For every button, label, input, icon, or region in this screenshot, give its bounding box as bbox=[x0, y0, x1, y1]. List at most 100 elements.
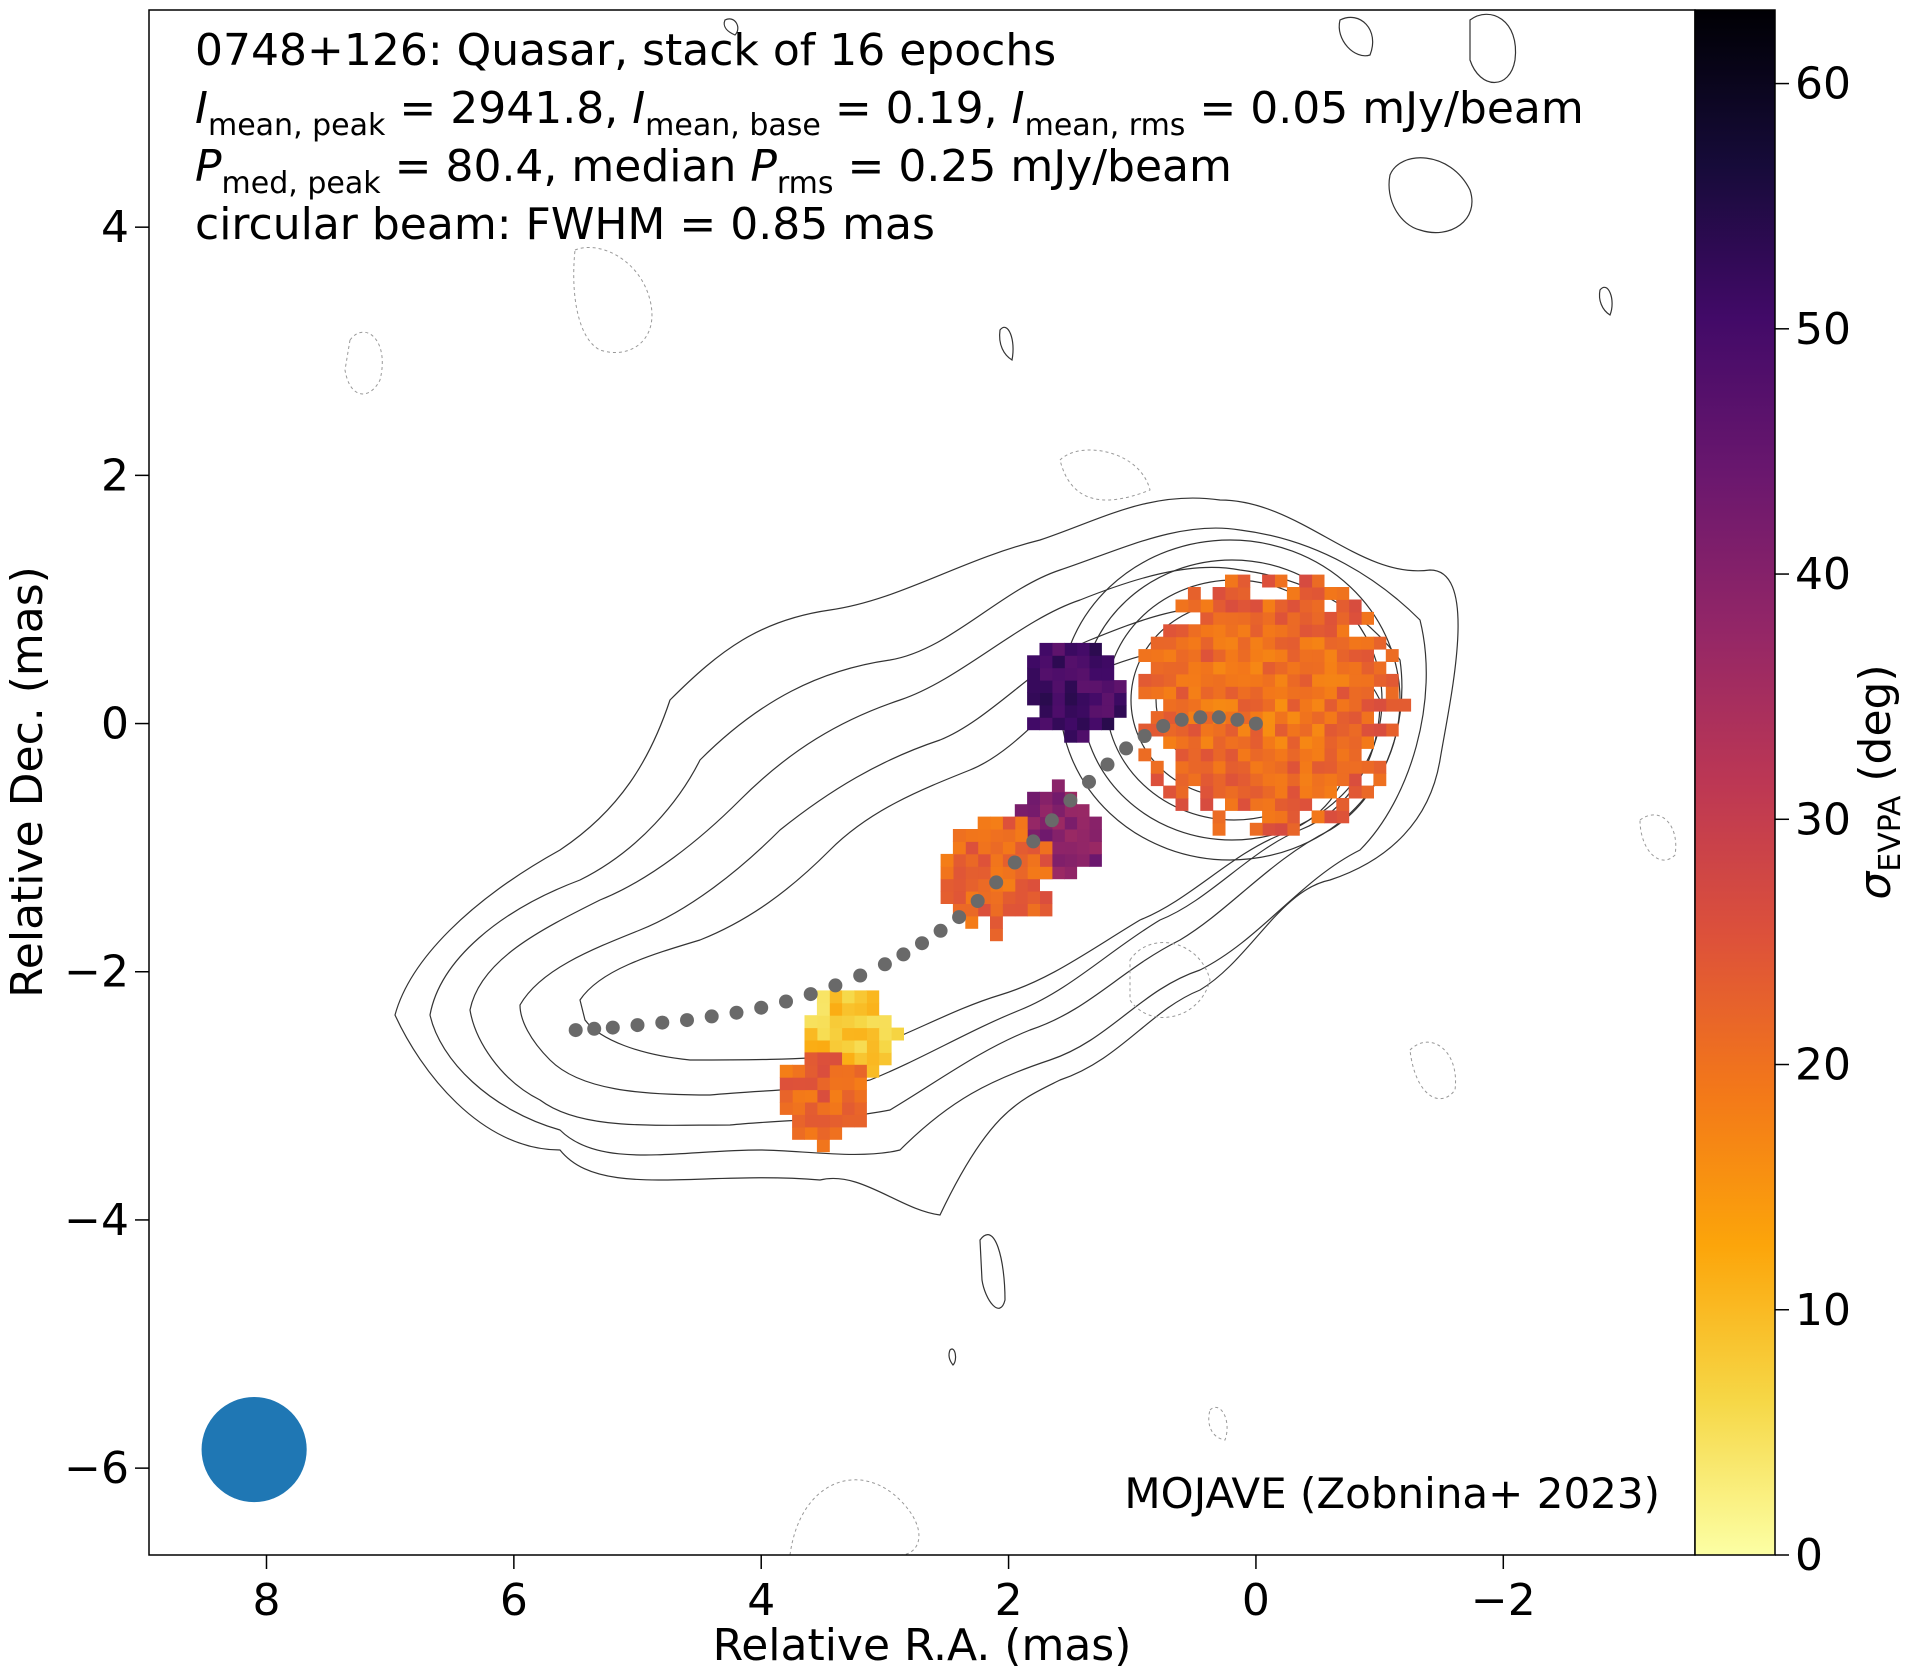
evpa-pixel bbox=[1262, 636, 1275, 650]
evpa-pixel bbox=[1187, 698, 1201, 712]
ridgeline-point bbox=[1248, 716, 1263, 731]
evpa-pixel bbox=[779, 1077, 793, 1091]
evpa-pixel bbox=[1286, 673, 1300, 687]
evpa-pixel bbox=[1039, 891, 1053, 904]
evpa-pixel bbox=[1286, 760, 1300, 774]
evpa-pixel bbox=[878, 1027, 892, 1041]
evpa-pixel bbox=[1286, 748, 1300, 762]
evpa-pixel bbox=[1225, 673, 1238, 687]
evpa-pixel bbox=[1027, 680, 1040, 693]
evpa-pixel bbox=[1113, 692, 1127, 706]
evpa-pixel bbox=[1361, 611, 1374, 625]
pixel-cluster-inner-jet-north bbox=[1027, 642, 1127, 743]
evpa-pixel bbox=[1286, 636, 1300, 650]
evpa-pixel bbox=[1064, 667, 1078, 681]
ridgeline-point bbox=[853, 968, 868, 983]
evpa-pixel bbox=[1089, 717, 1102, 731]
jet-ridgeline bbox=[568, 710, 1263, 1038]
evpa-pixel bbox=[1299, 711, 1313, 724]
evpa-pixel bbox=[1311, 574, 1325, 588]
evpa-pixel bbox=[1175, 748, 1189, 762]
evpa-pixel bbox=[1286, 798, 1300, 811]
evpa-pixel bbox=[1348, 649, 1362, 662]
evpa-pixel bbox=[1089, 655, 1102, 669]
evpa-pixel bbox=[841, 1052, 855, 1066]
evpa-pixel bbox=[1051, 841, 1065, 855]
evpa-pixel bbox=[1237, 661, 1251, 675]
evpa-pixel bbox=[1225, 624, 1238, 638]
evpa-pixel bbox=[1249, 698, 1263, 712]
evpa-pixel bbox=[804, 1077, 818, 1091]
evpa-pixel bbox=[1361, 698, 1374, 712]
evpa-pixel bbox=[1385, 686, 1399, 700]
evpa-pixel bbox=[1200, 760, 1214, 774]
evpa-pixel bbox=[1051, 853, 1065, 867]
evpa-pixel bbox=[1249, 624, 1263, 638]
evpa-pixel bbox=[866, 1015, 880, 1029]
evpa-pixel bbox=[1187, 649, 1201, 662]
evpa-pixel bbox=[1336, 736, 1350, 749]
evpa-pixel bbox=[1089, 841, 1102, 855]
evpa-pixel bbox=[854, 1102, 867, 1115]
evpa-pixel bbox=[1064, 816, 1078, 830]
evpa-pixel bbox=[816, 1015, 830, 1029]
evpa-pixel bbox=[1200, 736, 1214, 749]
evpa-pixel bbox=[940, 866, 954, 880]
evpa-pixel bbox=[1076, 692, 1090, 706]
evpa-pixel bbox=[1225, 736, 1238, 749]
evpa-pixel bbox=[1027, 791, 1040, 805]
evpa-pixel bbox=[1286, 711, 1300, 724]
evpa-pixel bbox=[1014, 903, 1028, 917]
evpa-pixel bbox=[841, 990, 855, 1004]
ridgeline-point bbox=[970, 894, 985, 908]
evpa-pixel bbox=[1262, 810, 1275, 824]
evpa-pixel bbox=[841, 1015, 855, 1029]
evpa-pixel bbox=[1014, 878, 1028, 892]
evpa-pixel bbox=[1336, 624, 1350, 638]
evpa-pixel bbox=[1311, 760, 1325, 774]
evpa-pixel bbox=[1089, 853, 1102, 867]
y-tick-label: 4 bbox=[101, 202, 129, 253]
evpa-pixel bbox=[1163, 785, 1177, 799]
evpa-pixel bbox=[1212, 785, 1226, 799]
x-tick-label: 4 bbox=[747, 1575, 775, 1626]
ridgeline-point bbox=[896, 947, 911, 962]
evpa-pixel bbox=[1274, 698, 1288, 712]
evpa-pixel bbox=[1039, 841, 1053, 855]
evpa-pixel bbox=[1274, 624, 1288, 638]
evpa-pixel bbox=[1200, 785, 1214, 799]
evpa-pixel bbox=[1027, 667, 1040, 681]
evpa-pixel bbox=[1225, 661, 1238, 675]
y-tick-label: 2 bbox=[101, 450, 129, 501]
evpa-pixel bbox=[816, 1077, 830, 1091]
evpa-pixel bbox=[1311, 698, 1325, 712]
evpa-pixel bbox=[1311, 773, 1325, 787]
evpa-pixel bbox=[1299, 773, 1313, 787]
evpa-pixel bbox=[1286, 723, 1300, 737]
evpa-pixel bbox=[1336, 723, 1350, 737]
evpa-pixel bbox=[1138, 673, 1152, 687]
evpa-pixel bbox=[1212, 624, 1226, 638]
evpa-pixel bbox=[1311, 686, 1325, 700]
evpa-pixel bbox=[1373, 723, 1387, 737]
x-axis-label: Relative R.A. (mas) bbox=[713, 1620, 1132, 1671]
evpa-pixel bbox=[1336, 760, 1350, 774]
evpa-pixel bbox=[940, 878, 954, 892]
evpa-pixel bbox=[1274, 636, 1288, 650]
evpa-pixel bbox=[866, 1052, 880, 1066]
evpa-pixel bbox=[1014, 816, 1028, 830]
evpa-pixel bbox=[1348, 599, 1362, 613]
evpa-pixel bbox=[1324, 686, 1337, 700]
credit-annotation: MOJAVE (Zobnina+ 2023) bbox=[1124, 1469, 1660, 1518]
evpa-pixel bbox=[1336, 698, 1350, 712]
evpa-pixel bbox=[1163, 649, 1177, 662]
evpa-pixel bbox=[1311, 599, 1325, 613]
evpa-pixel bbox=[1361, 785, 1374, 799]
evpa-pixel bbox=[1150, 773, 1164, 787]
evpa-pixel bbox=[1163, 736, 1177, 749]
evpa-pixel bbox=[1286, 624, 1300, 638]
evpa-pixel bbox=[1200, 649, 1214, 662]
evpa-pixel bbox=[1002, 878, 1016, 892]
ridgeline-point bbox=[1119, 741, 1134, 756]
evpa-pixel bbox=[1361, 661, 1374, 675]
